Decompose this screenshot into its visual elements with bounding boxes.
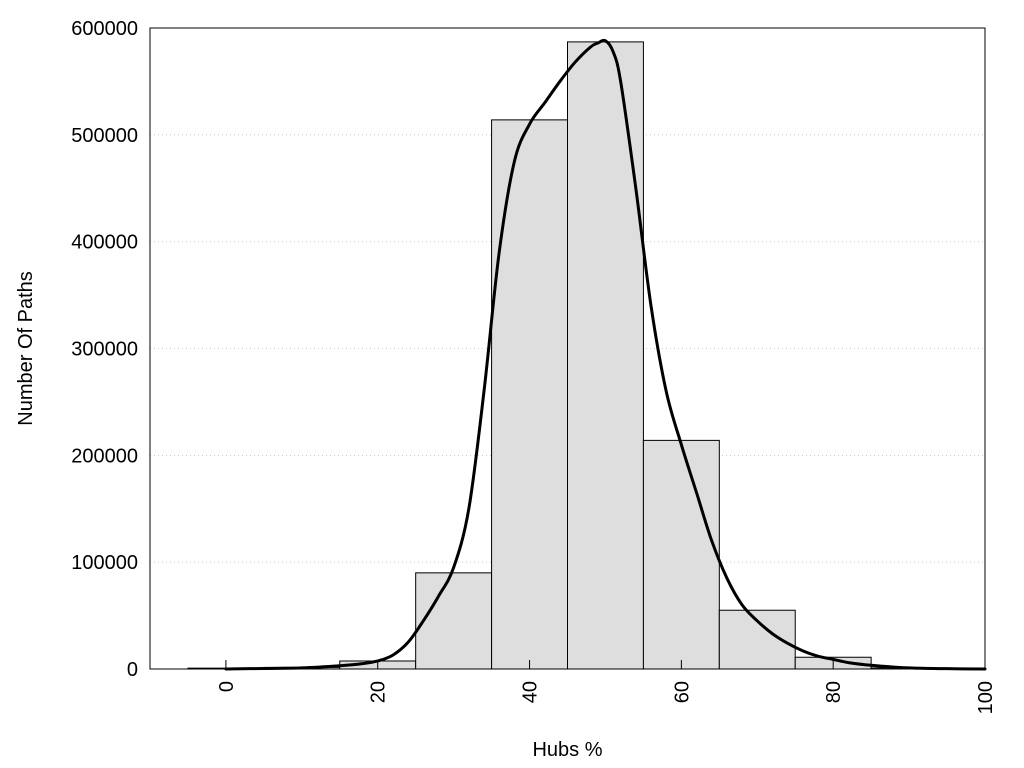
histogram-bar (491, 119, 568, 670)
y-axis-title: Number Of Paths (15, 271, 37, 426)
y-tick-label: 200000 (71, 445, 138, 467)
x-tick-label: 60 (671, 681, 693, 703)
plot-area-frame (149, 27, 986, 670)
density-curve (224, 38, 987, 671)
y-tick-labels: 0 100000 200000 300000 400000 500000 600000 (71, 18, 138, 681)
histogram-bar (567, 41, 644, 670)
x-tick-label: 20 (368, 681, 390, 703)
y-tick-label: 400000 (71, 232, 138, 254)
x-tick-label: 40 (520, 681, 542, 703)
tick-marks (225, 660, 986, 669)
density-curve-layer (224, 38, 987, 671)
x-tick-labels: 0 20 40 60 80 100 (216, 681, 997, 714)
x-tick-label: 100 (975, 681, 997, 714)
x-tick-label: 0 (216, 681, 238, 692)
histogram-bar (415, 572, 493, 670)
y-tick-label: 0 (127, 659, 138, 681)
histogram-bars (187, 41, 948, 670)
x-tick-label: 80 (823, 681, 845, 703)
y-tick-label: 300000 (71, 339, 138, 361)
x-axis-title: Hubs % (532, 739, 602, 761)
y-tick-label: 100000 (71, 552, 138, 574)
y-tick-label: 600000 (71, 18, 138, 40)
y-tick-label: 500000 (71, 125, 138, 147)
histogram-bar (642, 439, 720, 670)
